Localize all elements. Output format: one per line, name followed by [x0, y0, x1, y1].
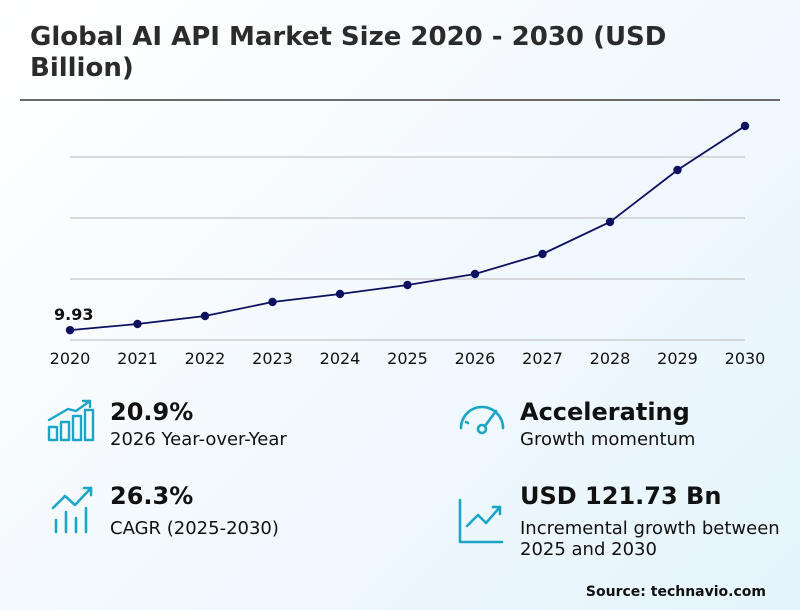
x-tick-label: 2029: [657, 349, 698, 368]
x-tick-label: 2020: [50, 349, 91, 368]
data-point: [605, 217, 615, 227]
line-trend-icon: [458, 498, 504, 544]
stat-cagr-value: 26.3%: [110, 482, 194, 510]
data-point: [470, 269, 480, 279]
data-point: [538, 249, 547, 259]
data-point: [133, 319, 142, 329]
stat-yoy-label: 2026 Year-over-Year: [110, 429, 287, 450]
stat-incremental-label: Incremental growth between 2025 and 2030: [520, 518, 780, 560]
data-point: [200, 311, 210, 321]
data-point: [335, 289, 345, 299]
data-point: [403, 280, 412, 290]
x-tick-label: 2024: [320, 349, 361, 368]
stat-momentum-value: Accelerating: [520, 398, 690, 426]
stat-momentum-label: Growth momentum: [520, 429, 696, 450]
data-point: [268, 297, 277, 307]
stat-cagr-label: CAGR (2025-2030): [110, 518, 279, 539]
stat-cagr: 26.3% CAGR (2025-2030): [50, 482, 370, 542]
stat-momentum: Accelerating Growth momentum: [456, 398, 776, 458]
bar-chart-growth-icon: [47, 399, 95, 442]
data-labels: 9.93: [54, 305, 93, 324]
x-tick-label: 2028: [590, 349, 631, 368]
data-point: [673, 165, 682, 175]
source-credit: Source: technavio.com: [585, 584, 766, 600]
data-label: 9.93: [54, 305, 93, 324]
data-points: [65, 121, 750, 335]
chart-title: Global AI API Market Size 2020 - 2030 (U…: [30, 22, 667, 83]
title-divider: [20, 99, 780, 101]
x-tick-label: 2027: [522, 349, 563, 368]
x-tick-label: 2023: [252, 349, 293, 368]
data-point: [65, 325, 75, 335]
x-tick-label: 2025: [387, 349, 428, 368]
x-tick-label: 2026: [455, 349, 496, 368]
x-tick-label: 2021: [117, 349, 158, 368]
x-tick-label: 2030: [725, 349, 766, 368]
stat-yoy: 20.9% 2026 Year-over-Year: [46, 398, 366, 458]
x-tick-label: 2022: [185, 349, 226, 368]
stat-incremental-value: USD 121.73 Bn: [520, 482, 722, 510]
data-point: [740, 121, 750, 131]
x-axis-tick-labels: 2020 2021 2022 2023 2024 2025 2026 2027 2028 2029…: [50, 349, 766, 368]
stat-yoy-value: 20.9%: [110, 398, 194, 426]
stat-incremental: USD 121.73 Bn Incremental growth between…: [456, 482, 786, 564]
line-chart: 2020 2021 2022 2023 2024 2025 2026 2027 2028 2029…: [50, 121, 766, 368]
speedometer-icon: [459, 405, 505, 435]
gridlines: [70, 156, 745, 341]
trend-bars-icon: [51, 486, 93, 534]
